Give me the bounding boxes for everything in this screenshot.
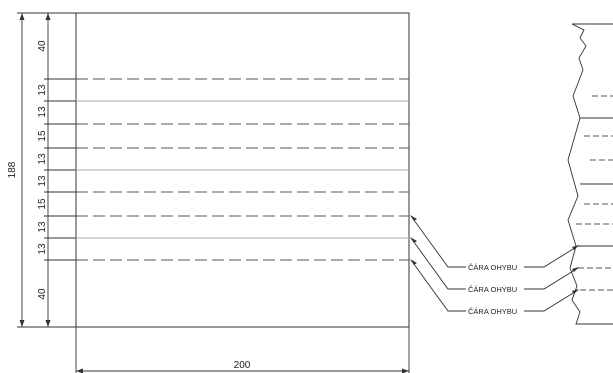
segment-label: 40 bbox=[37, 40, 48, 52]
segment-label: 40 bbox=[37, 288, 48, 300]
callout-label: ČÁRA OHYBU bbox=[468, 263, 517, 272]
segment-label: 13 bbox=[37, 106, 48, 118]
width-label: 200 bbox=[234, 360, 251, 371]
segment-label: 15 bbox=[37, 130, 48, 142]
callout-arrowheads bbox=[410, 215, 579, 294]
segment-label: 13 bbox=[37, 175, 48, 187]
fold-lines bbox=[76, 78, 409, 261]
callout-label: ČÁRA OHYBU bbox=[468, 285, 517, 294]
segment-dimension-labels: 40 13 13 15 13 13 15 13 13 40 bbox=[37, 40, 48, 300]
segment-label: 13 bbox=[37, 243, 48, 255]
side-profile-view bbox=[567, 23, 613, 325]
segment-label: 13 bbox=[37, 221, 48, 233]
segment-dimension-chain bbox=[44, 13, 76, 327]
segment-label: 15 bbox=[37, 198, 48, 210]
segment-label: 13 bbox=[37, 84, 48, 96]
segment-label: 13 bbox=[37, 153, 48, 165]
total-height-label: 188 bbox=[7, 161, 18, 178]
callout-label: ČÁRA OHYBU bbox=[468, 307, 517, 316]
total-height-dimension bbox=[17, 12, 76, 328]
callout-leaders bbox=[410, 215, 579, 312]
width-dimension bbox=[75, 327, 410, 373]
